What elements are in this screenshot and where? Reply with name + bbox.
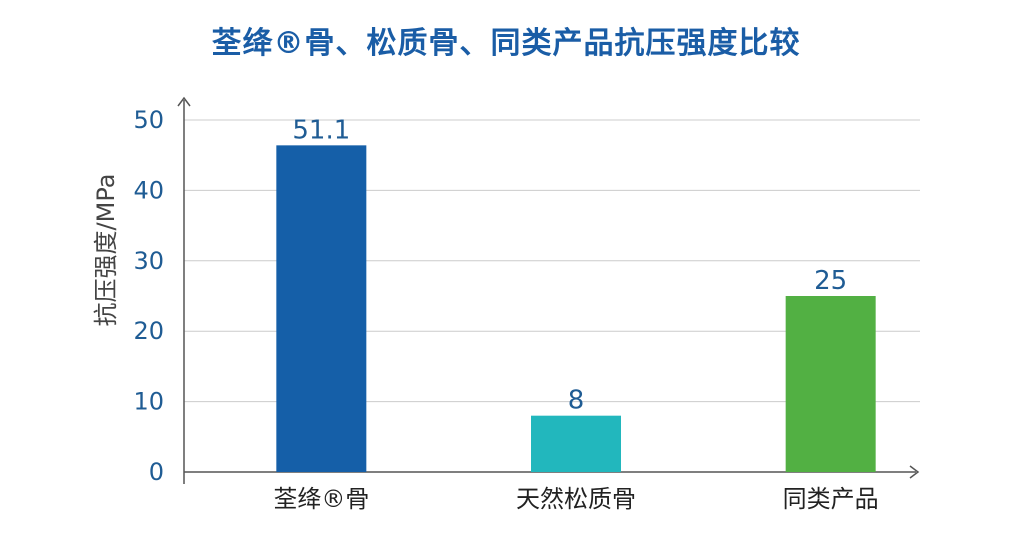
bar-data-label: 25 bbox=[814, 266, 847, 296]
y-axis-label: 抗压强度/MPa bbox=[92, 174, 120, 327]
x-axis-arrow bbox=[909, 465, 920, 479]
chart-title: 荃绛®骨、松质骨、同类产品抗压强度比较 bbox=[211, 26, 801, 61]
bar bbox=[531, 415, 621, 472]
y-tick-label: 20 bbox=[133, 317, 164, 345]
bar bbox=[785, 296, 876, 472]
y-axis-arrow bbox=[177, 96, 191, 107]
y-tick-label: 0 bbox=[149, 458, 164, 486]
y-tick-label: 40 bbox=[133, 176, 164, 204]
x-tick-label: 同类产品 bbox=[783, 485, 879, 513]
y-tick-label: 50 bbox=[133, 106, 164, 134]
bar bbox=[276, 145, 367, 472]
y-tick-label: 30 bbox=[133, 247, 164, 275]
bar-data-label: 8 bbox=[568, 386, 585, 416]
x-tick-label: 天然松质骨 bbox=[516, 485, 636, 513]
bar-data-label: 51.1 bbox=[292, 115, 350, 145]
x-tick-label: 荃绛®骨 bbox=[273, 485, 369, 513]
y-tick-label: 10 bbox=[133, 388, 164, 416]
